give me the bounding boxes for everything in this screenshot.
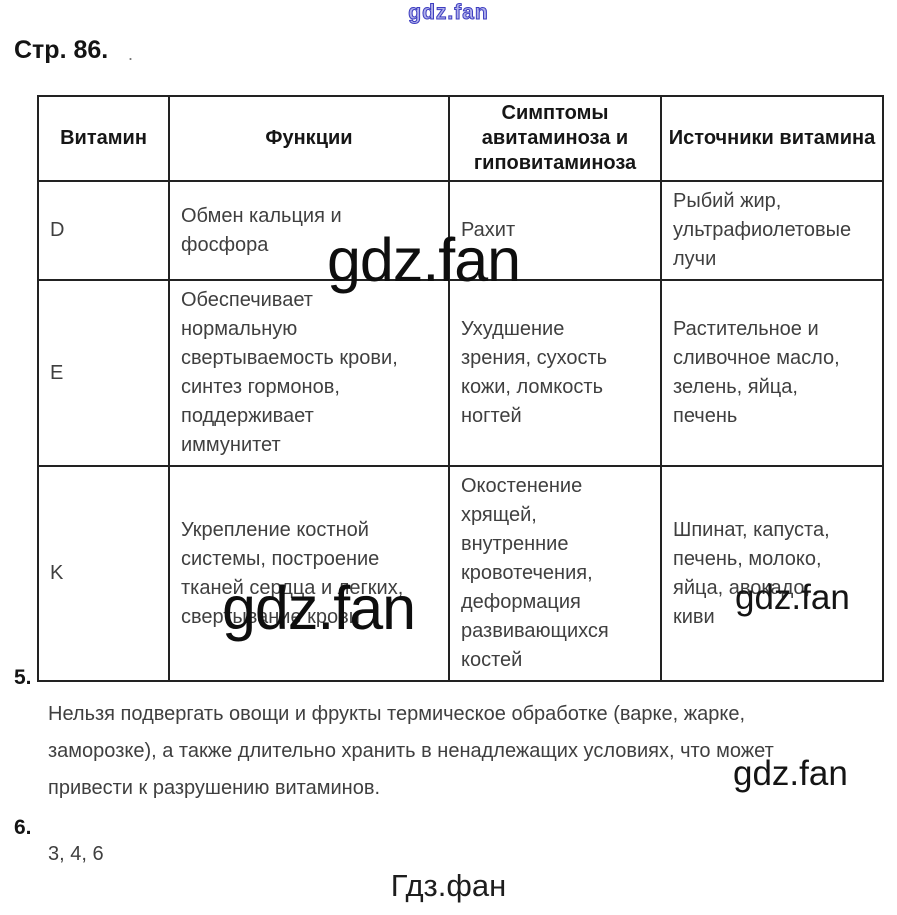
cell-symptoms-e: Ухудшение зрения, сухость кожи, ломкость… — [448, 279, 662, 467]
cell-functions-e: Обеспечивает нормальную свертываемость к… — [168, 279, 450, 467]
page-heading: Стр. 86. — [14, 36, 109, 64]
cell-vitamin-k: K — [37, 465, 170, 682]
section-5-answer: Нельзя подвергать овощи и фрукты термиче… — [48, 703, 774, 799]
watermark-top: gdz.fan — [408, 1, 489, 25]
table-row-vitamin-e: E Обеспечивает нормальную свертываемость… — [37, 279, 884, 467]
col-header-vitamin: Витамин — [37, 95, 170, 182]
cell-sources-d: Рыбий жир, ультрафиолетовые лучи — [660, 180, 884, 281]
cell-vitamin-d: D — [37, 180, 170, 281]
section-6-number: 6. — [14, 816, 32, 839]
cell-vitamin-e: E — [37, 279, 170, 467]
cell-sources-e: Растительное и сливочное масло, зелень, … — [660, 279, 884, 467]
cell-symptoms-d: Рахит — [448, 180, 662, 281]
section-5-number: 5. — [14, 666, 32, 689]
table-row-vitamin-k: K Укрепление костной системы, построение… — [37, 465, 884, 682]
table-row-vitamin-d: D Обмен кальция и фосфора Рахит Рыбий жи… — [37, 180, 884, 281]
footer-site-name: Гдз.фан — [390, 868, 507, 903]
table-header-row: Витамин Функции Симптомы авитаминоза и г… — [37, 95, 884, 182]
cell-sources-k: Шпинат, капуста, печень, молоко, яйца, а… — [660, 465, 884, 682]
col-header-symptoms: Симптомы авитаминоза и гиповитаминоза — [448, 95, 662, 182]
cell-functions-d: Обмен кальция и фосфора — [168, 180, 450, 281]
cell-functions-k: Укрепление костной системы, построение т… — [168, 465, 450, 682]
col-header-functions: Функции — [168, 95, 450, 182]
stray-dot: . — [128, 44, 134, 64]
section-6-answer: 3, 4, 6 — [48, 843, 104, 865]
vitamin-table: Витамин Функции Симптомы авитаминоза и г… — [37, 95, 884, 682]
col-header-sources: Источники витамина — [660, 95, 884, 182]
cell-symptoms-k: Окостенение хрящей, внутренние кровотече… — [448, 465, 662, 682]
